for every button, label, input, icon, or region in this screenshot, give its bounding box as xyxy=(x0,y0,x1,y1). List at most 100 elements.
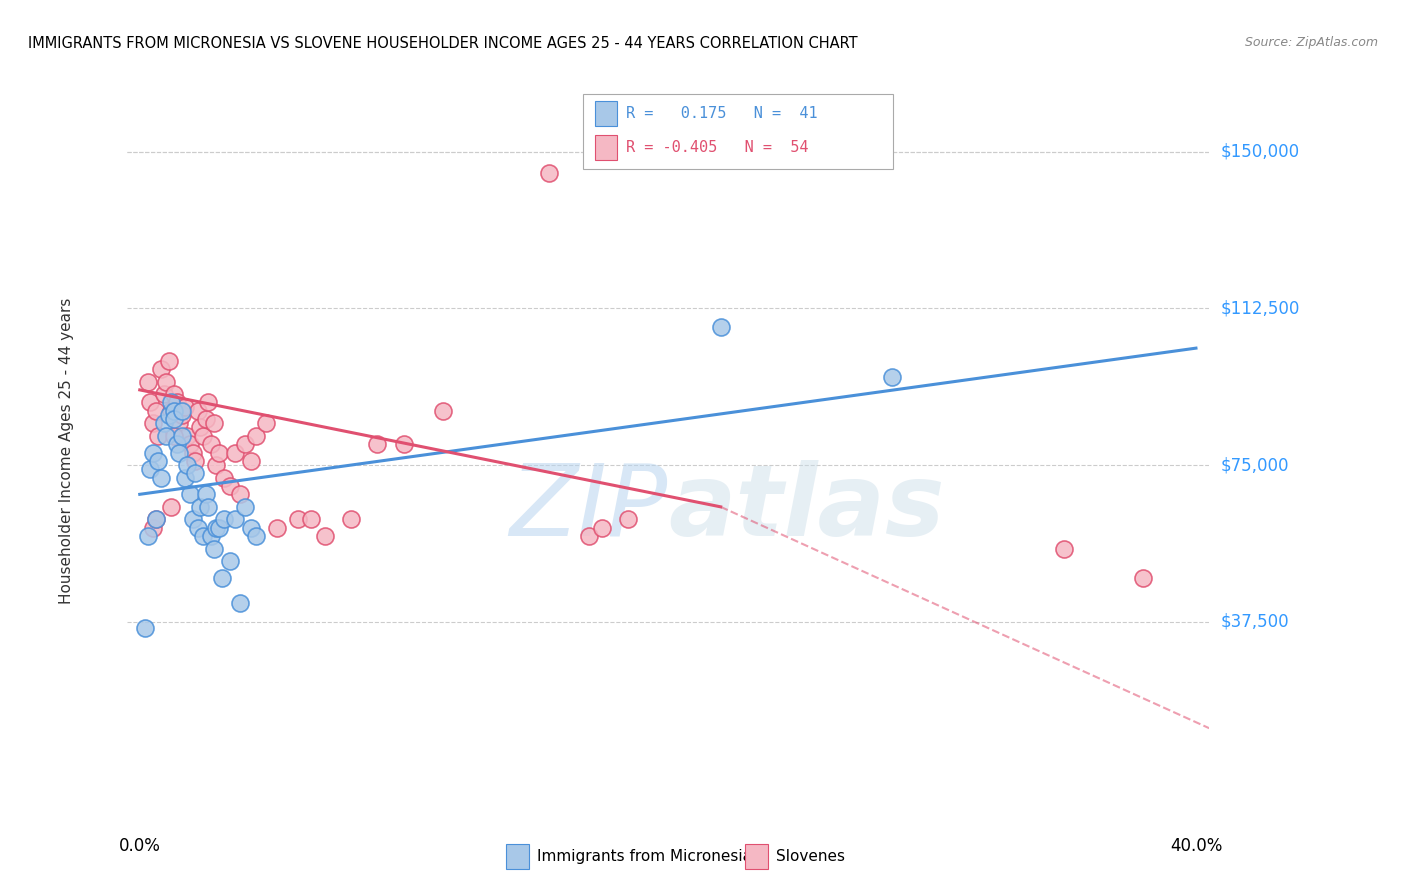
Point xyxy=(235,500,257,514)
Point xyxy=(218,479,240,493)
Text: R =   0.175   N =  41: R = 0.175 N = 41 xyxy=(626,106,817,120)
Point xyxy=(155,429,177,443)
Point xyxy=(617,512,640,526)
Point xyxy=(200,437,222,451)
Text: ZIP: ZIP xyxy=(509,459,668,557)
Point xyxy=(145,404,167,418)
Text: $75,000: $75,000 xyxy=(1220,456,1289,474)
Point xyxy=(187,521,209,535)
Text: Source: ZipAtlas.com: Source: ZipAtlas.com xyxy=(1244,36,1378,49)
Text: $150,000: $150,000 xyxy=(1220,143,1299,161)
Point xyxy=(152,387,174,401)
Point xyxy=(432,404,454,418)
Point xyxy=(157,408,180,422)
Point xyxy=(314,529,336,543)
Point xyxy=(166,395,188,409)
Point xyxy=(194,487,217,501)
Point xyxy=(212,512,235,526)
Point xyxy=(184,467,207,481)
Text: IMMIGRANTS FROM MICRONESIA VS SLOVENE HOUSEHOLDER INCOME AGES 25 - 44 YEARS CORR: IMMIGRANTS FROM MICRONESIA VS SLOVENE HO… xyxy=(28,36,858,51)
Text: $112,500: $112,500 xyxy=(1220,300,1299,318)
Point xyxy=(194,412,217,426)
Point xyxy=(1132,571,1154,585)
Point xyxy=(170,404,193,418)
Point xyxy=(152,417,174,431)
Point xyxy=(882,370,904,384)
Point xyxy=(1053,541,1076,556)
Point xyxy=(224,445,246,459)
Text: R = -0.405   N =  54: R = -0.405 N = 54 xyxy=(626,140,808,154)
Text: Householder Income Ages 25 - 44 years: Householder Income Ages 25 - 44 years xyxy=(59,297,75,604)
Point xyxy=(235,437,257,451)
Point xyxy=(148,429,170,443)
Point xyxy=(256,417,278,431)
Point xyxy=(136,375,159,389)
Point xyxy=(340,512,363,526)
Point xyxy=(170,429,193,443)
Point xyxy=(245,429,267,443)
Point xyxy=(537,166,560,180)
Point xyxy=(229,596,252,610)
Point xyxy=(205,458,228,472)
Point xyxy=(239,454,262,468)
Point xyxy=(245,529,267,543)
Point xyxy=(224,512,246,526)
Point xyxy=(176,458,198,472)
Point xyxy=(287,512,309,526)
Point xyxy=(170,408,193,422)
Point xyxy=(145,512,167,526)
Point xyxy=(218,554,240,568)
Point xyxy=(184,454,207,468)
Point xyxy=(148,454,170,468)
Point xyxy=(149,362,172,376)
Point xyxy=(190,500,212,514)
Point xyxy=(239,521,262,535)
Point xyxy=(176,429,198,443)
Point xyxy=(212,470,235,484)
Point xyxy=(181,445,204,459)
Point xyxy=(169,445,191,459)
Point xyxy=(197,395,219,409)
Point xyxy=(190,420,212,434)
Text: 40.0%: 40.0% xyxy=(1170,837,1222,855)
Text: Slovenes: Slovenes xyxy=(776,849,845,863)
Point xyxy=(173,470,195,484)
Point xyxy=(160,404,183,418)
Point xyxy=(142,521,165,535)
Point xyxy=(710,320,733,334)
Text: $37,500: $37,500 xyxy=(1220,613,1289,631)
Point xyxy=(160,395,183,409)
Point xyxy=(160,500,183,514)
Point xyxy=(157,353,180,368)
Point xyxy=(149,470,172,484)
Point xyxy=(197,500,219,514)
Point xyxy=(191,529,214,543)
Point xyxy=(173,400,195,414)
Point xyxy=(211,571,233,585)
Point xyxy=(163,412,186,426)
Point xyxy=(366,437,388,451)
Point xyxy=(200,529,222,543)
Text: atlas: atlas xyxy=(668,459,945,557)
Point xyxy=(142,445,165,459)
Text: 0.0%: 0.0% xyxy=(118,837,160,855)
Point xyxy=(202,417,225,431)
Point xyxy=(179,487,201,501)
Point xyxy=(578,529,600,543)
Point xyxy=(208,445,231,459)
Text: Immigrants from Micronesia: Immigrants from Micronesia xyxy=(537,849,752,863)
Point xyxy=(145,512,167,526)
Point xyxy=(266,521,288,535)
Point xyxy=(163,429,186,443)
Point xyxy=(208,521,231,535)
Point xyxy=(163,404,186,418)
Point xyxy=(166,437,188,451)
Point xyxy=(169,417,191,431)
Point xyxy=(139,462,162,476)
Point xyxy=(179,437,201,451)
Point xyxy=(591,521,613,535)
Point xyxy=(136,529,159,543)
Point xyxy=(299,512,322,526)
Point xyxy=(142,417,165,431)
Point xyxy=(181,512,204,526)
